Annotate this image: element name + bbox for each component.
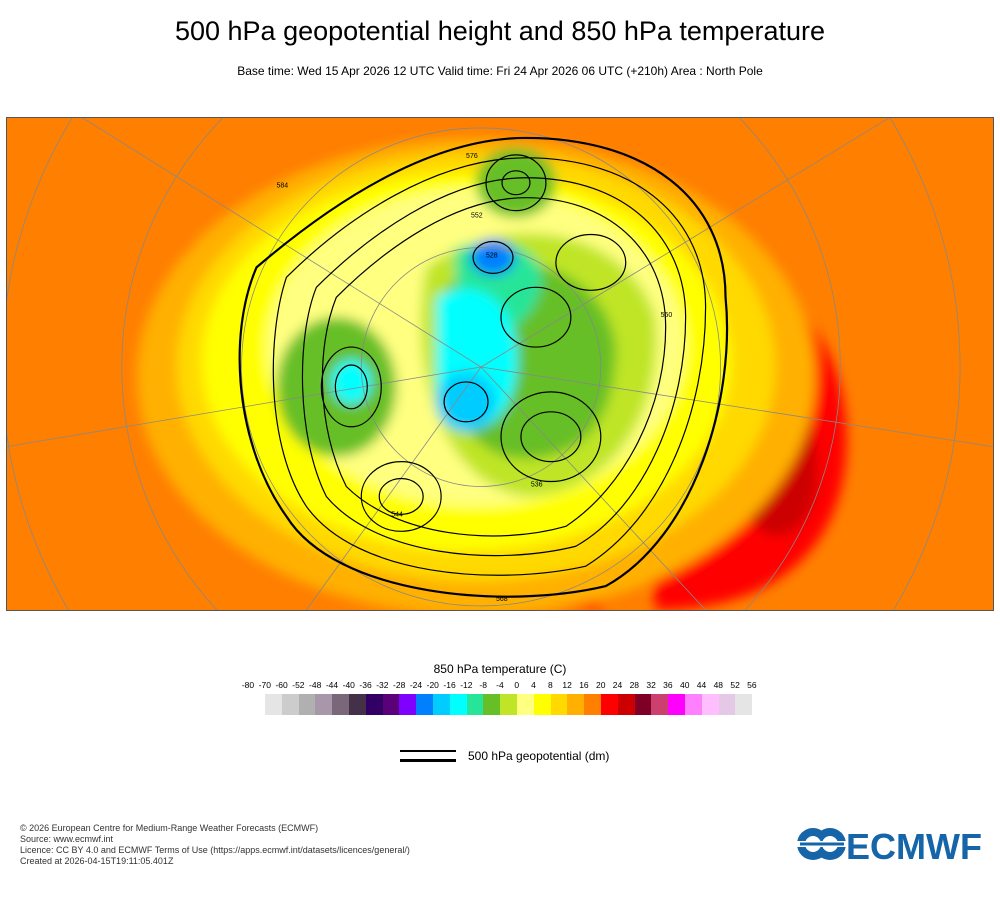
colorbar-tick-label: -12 (460, 680, 473, 690)
colorbar-tick-label: -70 (258, 680, 271, 690)
colorbar-swatch (567, 694, 585, 715)
colorbar-tick-label: 12 (562, 680, 572, 690)
source: Source: www.ecmwf.int (20, 834, 114, 844)
colorbar-swatch (265, 694, 282, 715)
colorbar-tick-label: 16 (579, 680, 589, 690)
contour-legend-line-bold (400, 759, 456, 762)
contour-labels: 584 576 552 528 544 560 536 568 (276, 153, 672, 603)
colorbar-tick-label: -32 (376, 680, 389, 690)
contour-legend-label: 500 hPa geopotential (dm) (468, 749, 610, 763)
colorbar-tick-label: 36 (663, 680, 673, 690)
contour-label: 536 (531, 482, 543, 489)
colorbar-swatch (416, 694, 433, 715)
colorbar-tick-label: -40 (342, 680, 355, 690)
colorbar-tick-label: 8 (547, 680, 553, 690)
colorbar-swatch (399, 694, 417, 715)
colorbar-swatch (348, 694, 366, 715)
colorbar-tick-label: 44 (696, 680, 707, 690)
colorbar-swatch (634, 694, 652, 715)
map-plot: 584 576 552 528 544 560 536 568 (6, 117, 994, 611)
created-at: Created at 2026-04-15T19:11:05.401Z (20, 856, 174, 866)
colorbar-swatch (500, 694, 517, 715)
colorbar-swatch (298, 694, 316, 715)
colorbar-swatch (432, 694, 450, 715)
colorbar-tick-label: -20 (426, 680, 439, 690)
contour-legend-line (400, 750, 456, 752)
colorbar-tick-label: -4 (496, 680, 504, 690)
colorbar-swatch (550, 694, 568, 715)
geopotential-contours (238, 136, 729, 598)
colorbar-tick-label: -36 (359, 680, 372, 690)
colorbar-swatch (584, 694, 601, 715)
licence: Licence: CC BY 4.0 and ECMWF Terms of Us… (20, 845, 410, 855)
colorbar-swatch (600, 694, 618, 715)
colorbar-swatch (315, 694, 333, 715)
colorbar-tick-labels: -80 -70 -60 -52 -48 -44 -40 -36 -32 -28 -24 -20 -16-… (240, 680, 761, 692)
ecmwf-logo: ECMWF (796, 826, 982, 866)
colorbar-tick-label: 28 (629, 680, 640, 690)
colorbar-swatch (516, 694, 534, 715)
colorbar (265, 694, 753, 715)
colorbar-tick-label: -8 (479, 680, 487, 690)
colorbar-swatch (735, 694, 753, 715)
contour-label: 576 (466, 153, 478, 160)
graticule (7, 118, 993, 610)
contour-label: 568 (496, 596, 508, 603)
colorbar-title: 850 hPa temperature (C) (433, 662, 567, 676)
colorbar-swatch (701, 694, 719, 715)
colorbar-swatch (718, 694, 736, 715)
colorbar-tick-label: -52 (292, 680, 305, 690)
colorbar-swatch (617, 694, 635, 715)
colorbar-tick-label: -48 (309, 680, 322, 690)
colorbar-tick-label: -80 (241, 680, 255, 690)
colorbar-tick-label: 20 (595, 680, 606, 690)
colorbar-tick-label: 56 (747, 680, 757, 690)
colorbar-swatch (668, 694, 685, 715)
colorbar-tick-label: 40 (679, 680, 690, 690)
contour-label: 584 (276, 183, 288, 190)
contour-label: 552 (471, 213, 483, 220)
colorbar-tick-label: 24 (612, 680, 623, 690)
colorbar-swatch (483, 694, 501, 715)
colorbar-tick-label: 32 (646, 680, 656, 690)
colorbar-tick-label: -28 (393, 680, 406, 690)
logo-text: ECMWF (846, 826, 982, 866)
copyright: © 2026 European Centre for Medium-Range … (20, 823, 319, 833)
chart-subtitle: Base time: Wed 15 Apr 2026 12 UTC Valid … (237, 64, 763, 78)
footer: © 2026 European Centre for Medium-Range … (20, 823, 410, 867)
colorbar-tick-label: -16 (443, 680, 456, 690)
colorbar-tick-label: 0 (514, 680, 520, 690)
contour-label: 560 (661, 312, 673, 319)
colorbar-swatch (332, 694, 349, 715)
contour-label: 528 (486, 252, 498, 259)
colorbar-swatch (651, 694, 669, 715)
colorbar-swatch (365, 694, 383, 715)
chart-title: 500 hPa geopotential height and 850 hPa … (174, 16, 825, 46)
colorbar-swatch (382, 694, 400, 715)
colorbar-swatch (281, 694, 299, 715)
colorbar-tick-label: 48 (713, 680, 724, 690)
colorbar-swatch (533, 694, 551, 715)
colorbar-tick-label: -60 (275, 680, 288, 690)
colorbar-swatch (449, 694, 467, 715)
colorbar-tick-label: 52 (730, 680, 740, 690)
colorbar-tick-label: -24 (409, 680, 423, 690)
colorbar-swatch (466, 694, 484, 715)
colorbar-tick-label: 4 (531, 680, 536, 690)
colorbar-tick-label: -44 (325, 680, 339, 690)
contour-label: 544 (391, 511, 403, 518)
colorbar-swatch (684, 694, 702, 715)
